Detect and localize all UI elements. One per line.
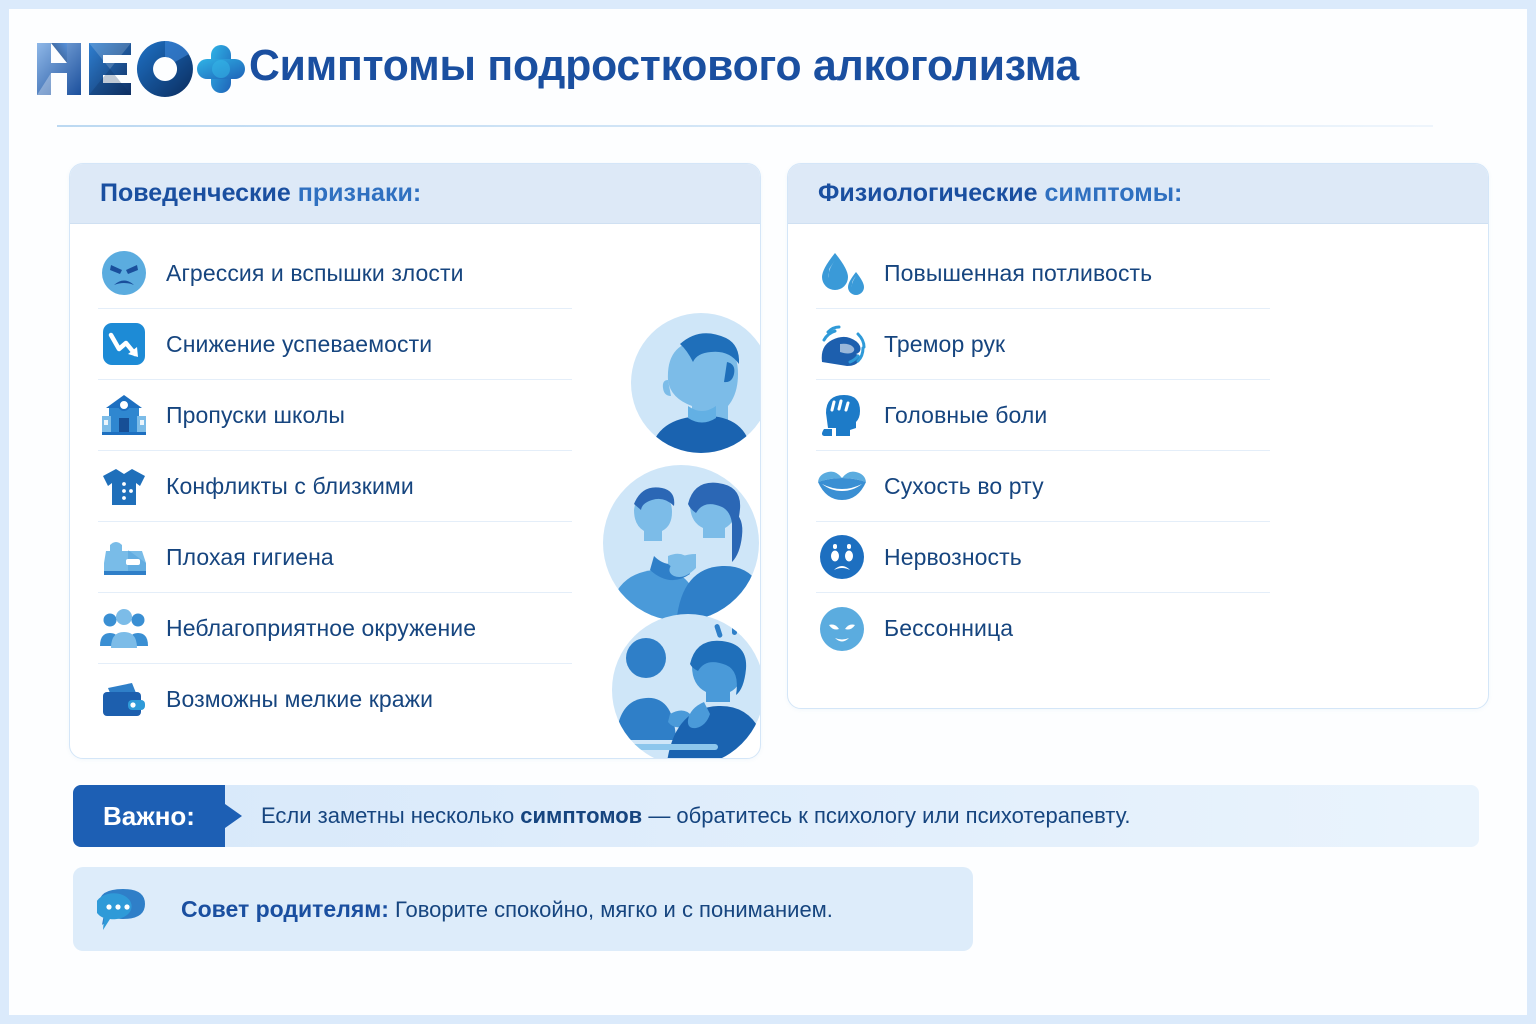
physiological-symptom-list: Повышенная потливость bbox=[816, 238, 1270, 664]
head-pain-icon bbox=[816, 389, 868, 441]
advice-banner: Совет родителям: Говорите спокойно, мягк… bbox=[73, 867, 973, 951]
list-item-label: Агрессия и вспышки злости bbox=[166, 259, 464, 286]
important-banner: Важно: Если заметны несколько симптомов … bbox=[73, 785, 1479, 847]
panel-behavioral-title: Поведенческие признаки: bbox=[100, 179, 421, 208]
wallet-icon bbox=[98, 674, 150, 726]
panel-behavioral-body: Агрессия и вспышки злости Снижение успев… bbox=[70, 224, 760, 758]
panel-behavioral: Поведенческие признаки: Агрессия и вспыш… bbox=[69, 163, 761, 759]
list-item-label: Снижение успеваемости bbox=[166, 330, 433, 357]
school-building-icon bbox=[98, 389, 150, 441]
list-item-label: Пропуски школы bbox=[166, 401, 346, 428]
speech-bubble-icon bbox=[97, 881, 163, 937]
list-item[interactable]: Сухость во рту bbox=[816, 451, 1270, 522]
list-item[interactable]: Бессонница bbox=[816, 593, 1270, 664]
panel-physiological-title-strong: Физиологические bbox=[818, 179, 1038, 207]
shaking-hand-icon bbox=[816, 318, 868, 370]
important-message-before: Если заметны несколько bbox=[261, 803, 521, 828]
important-message-bold: симптомов bbox=[520, 803, 643, 828]
list-item[interactable]: Пропуски школы bbox=[98, 380, 572, 451]
infographic-canvas: Симптомы подросткового алкоголизма Повед… bbox=[9, 9, 1527, 1015]
header-divider bbox=[57, 125, 1433, 127]
page-title: Симптомы подросткового алкоголизма bbox=[249, 41, 1080, 90]
important-badge-label: Важно: bbox=[103, 800, 195, 831]
panel-physiological-header: Физиологические симптомы: bbox=[788, 164, 1488, 224]
teen-profile-portrait bbox=[628, 310, 760, 456]
group-people-icon bbox=[98, 602, 150, 654]
panel-physiological: Физиологические симптомы: Повышенная пот… bbox=[787, 163, 1489, 709]
list-item[interactable]: Тремор рук bbox=[816, 309, 1270, 380]
list-item-label: Повышенная потливость bbox=[884, 259, 1153, 286]
list-item[interactable]: Снижение успеваемости bbox=[98, 309, 572, 380]
list-item[interactable]: Повышенная потливость bbox=[816, 238, 1270, 309]
list-item[interactable]: Неблагоприятное окружение bbox=[98, 593, 572, 664]
panel-physiological-title: Физиологические симптомы: bbox=[818, 179, 1182, 208]
important-message: Если заметны несколько симптомов — обрат… bbox=[261, 803, 1131, 829]
lips-icon bbox=[816, 460, 868, 512]
list-item-label: Нервозность bbox=[884, 543, 1022, 570]
important-message-after: — обратитесь к психологу или психотерапе… bbox=[642, 803, 1131, 828]
panel-behavioral-title-rest: признаки: bbox=[290, 179, 422, 207]
sleepy-face-icon bbox=[816, 603, 868, 655]
list-item[interactable]: Агрессия и вспышки злости bbox=[98, 238, 572, 309]
page-header: Симптомы подросткового алкоголизма bbox=[9, 9, 1527, 129]
tshirt-icon bbox=[98, 460, 150, 512]
list-item-label: Конфликты с близкими bbox=[166, 472, 414, 499]
list-item[interactable]: Плохая гигиена bbox=[98, 522, 572, 593]
list-item[interactable]: Нервозность bbox=[816, 522, 1270, 593]
panel-behavioral-header: Поведенческие признаки: bbox=[70, 164, 760, 224]
panel-physiological-body: Повышенная потливость bbox=[788, 224, 1488, 708]
panel-behavioral-title-strong: Поведенческие bbox=[100, 179, 291, 207]
worried-face-icon bbox=[816, 531, 868, 583]
two-people-arguing bbox=[598, 460, 760, 626]
advice-title: Совет родителям: bbox=[181, 895, 389, 922]
water-drops-icon bbox=[816, 247, 868, 299]
neo-plus-logo bbox=[33, 37, 247, 99]
list-item-label: Возможны мелкие кражи bbox=[166, 686, 434, 712]
list-item-label: Бессонница bbox=[884, 615, 1014, 641]
advice-message: Совет родителям: Говорите спокойно, мягк… bbox=[181, 896, 833, 923]
list-item[interactable]: Головные боли bbox=[816, 380, 1270, 451]
list-item-label: Головные боли bbox=[884, 401, 1048, 428]
behavioral-symptom-list: Агрессия и вспышки злости Снижение успев… bbox=[98, 238, 572, 735]
important-badge: Важно: bbox=[73, 785, 242, 847]
list-item-label: Неблагоприятное окружение bbox=[166, 614, 477, 641]
declining-chart-icon bbox=[98, 318, 150, 370]
parent-child-conversation bbox=[608, 610, 760, 758]
list-item[interactable]: Конфликты с близкими bbox=[98, 451, 572, 522]
list-item-label: Тремор рук bbox=[884, 330, 1006, 357]
angry-face-icon bbox=[98, 247, 150, 299]
arrow-right-icon bbox=[225, 804, 242, 828]
soap-hygiene-icon bbox=[98, 531, 150, 583]
list-item-label: Плохая гигиена bbox=[166, 543, 334, 570]
list-item[interactable]: Возможны мелкие кражи bbox=[98, 664, 572, 735]
advice-body: Говорите спокойно, мягко и с пониманием. bbox=[388, 896, 833, 922]
list-item-label: Сухость во рту bbox=[884, 472, 1044, 499]
panel-physiological-title-rest: симптомы: bbox=[1037, 179, 1183, 207]
